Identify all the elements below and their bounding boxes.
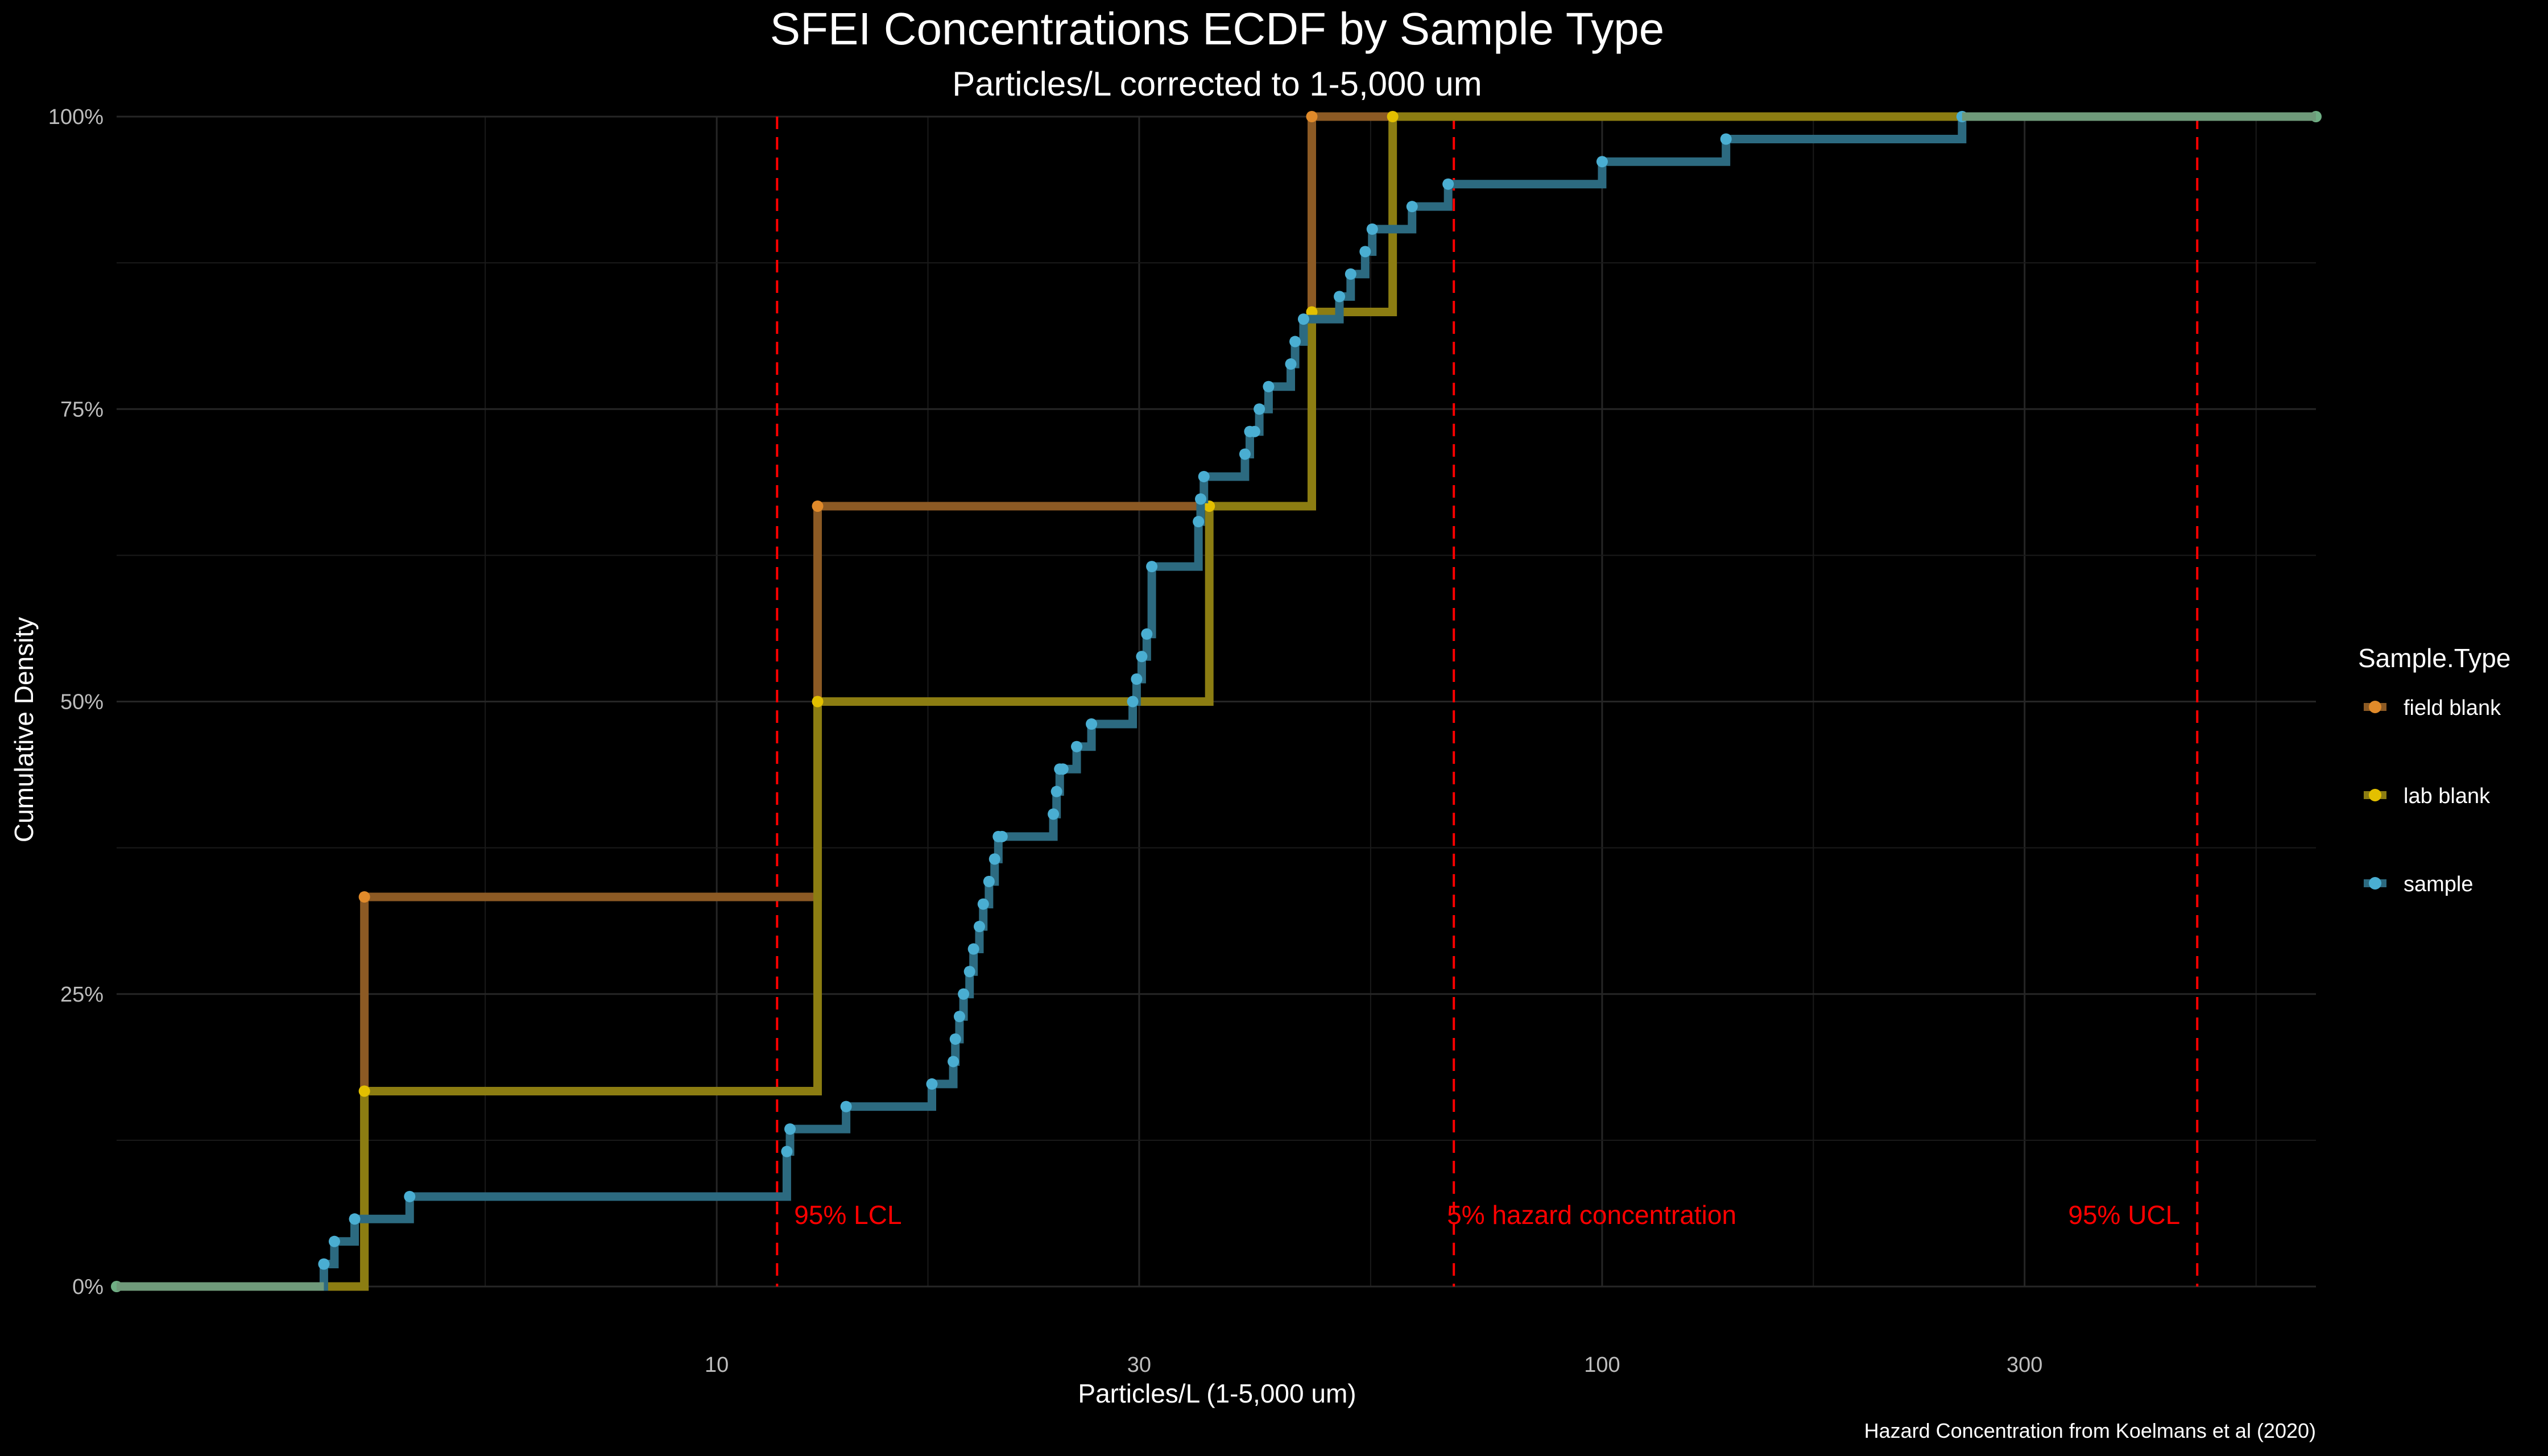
reference-lines: 95% LCL 5% hazard concentration 95% UCL [776,117,2199,1287]
data-point [1146,561,1158,573]
data-point [958,988,970,1000]
data-point [1720,133,1732,145]
data-point [1406,201,1418,213]
x-tick-label: 30 [1127,1353,1151,1377]
data-point [840,1101,852,1112]
data-point [1387,111,1399,122]
legend-key-point [2369,877,2381,890]
legend-item: field blank [2364,696,2501,720]
legend-item: sample [2364,872,2473,896]
data-point [1285,358,1297,370]
data-point [1596,156,1608,168]
x-tick-label: 100 [1584,1353,1620,1377]
data-point [1263,380,1275,392]
y-tick-label: 0% [72,1275,104,1299]
legend-label: sample [2404,872,2473,896]
data-point [996,830,1008,842]
data-point [1306,111,1318,122]
data-point [1131,673,1143,685]
data-point [812,696,824,708]
y-axis-label: Cumulative Density [9,617,39,842]
x-tick-label: 300 [2007,1353,2042,1377]
reference-line-label: 95% UCL [2068,1200,2180,1230]
data-point [1345,268,1356,280]
data-point [953,1011,965,1023]
data-point [1195,493,1207,505]
chart-title: SFEI Concentrations ECDF by Sample Type [770,3,1665,54]
data-point [1141,628,1153,640]
data-point [1048,808,1060,820]
series-step-line [117,112,2316,1291]
legend-title: Sample.Type [2358,643,2510,673]
x-axis-label: Particles/L (1-5,000 um) [1078,1379,1356,1408]
data-point [318,1258,330,1270]
y-tick-label: 100% [48,105,104,129]
legend-label: lab blank [2404,784,2491,808]
data-point [1203,500,1215,512]
legend-key-point [2369,701,2381,713]
data-point [983,875,995,887]
data-point [1086,718,1098,730]
data-point [949,1033,961,1045]
y-tick-label: 25% [60,983,104,1007]
data-point [328,1235,340,1247]
data-point [1057,763,1069,775]
series-lab-blank [117,111,2316,1291]
data-point [358,891,370,903]
series-sample [117,111,2316,1291]
data-point [926,1078,938,1090]
data-point [1334,291,1346,303]
data-point [967,943,979,955]
data-point [1254,403,1265,415]
data-point [988,853,1000,865]
y-tick-label: 75% [60,398,104,421]
legend-key-point [2369,789,2381,801]
data-point [977,898,989,910]
data-point [1359,246,1371,258]
data-point [358,1085,370,1097]
legend: Sample.Type field blank lab blank sample [2358,643,2510,896]
data-point [1248,425,1260,437]
data-point [1289,336,1301,348]
data-point [781,1145,793,1157]
data-point [1366,223,1378,235]
legend-label: field blank [2404,696,2501,720]
data-point [1050,785,1062,797]
data-point [1442,178,1454,190]
chart-subtitle: Particles/L corrected to 1-5,000 um [952,65,1482,103]
data-point [1198,470,1210,482]
reference-line-label: 95% LCL [794,1200,901,1230]
data-point [963,966,975,978]
legend-item: lab blank [2364,784,2491,808]
data-point [1306,306,1318,318]
data-point [812,500,824,512]
series-layer [111,111,2322,1292]
data-point [349,1213,361,1225]
chart-caption: Hazard Concentration from Koelmans et al… [1864,1419,2316,1442]
data-point [974,921,986,933]
data-point [1136,651,1148,663]
data-point [404,1190,416,1202]
data-point [1239,448,1251,460]
data-point [784,1123,796,1135]
data-point [1071,741,1083,752]
axis-ticks: 10 30 100 300 0% 25% 50% 75% 100% [48,105,2043,1377]
data-point [948,1056,959,1068]
reference-line-label: 5% hazard concentration [1447,1200,1736,1230]
data-point [1127,696,1139,708]
y-tick-label: 50% [60,690,104,714]
x-tick-label: 10 [705,1353,729,1377]
data-point [1297,313,1309,325]
data-point [1193,516,1205,528]
